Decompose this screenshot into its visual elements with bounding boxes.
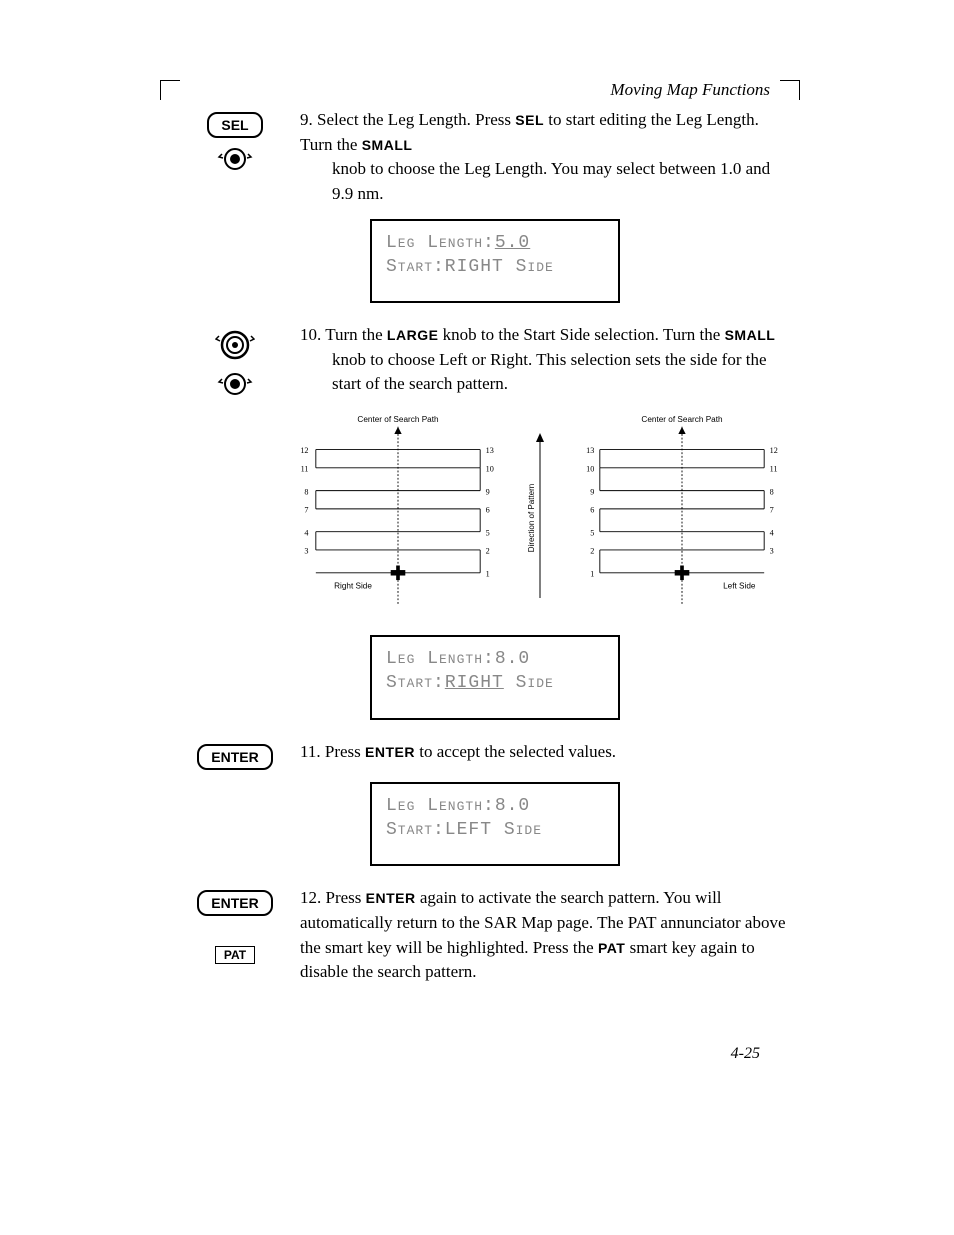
svg-text:4: 4 — [304, 529, 308, 538]
lcd-value: 5.0 — [495, 233, 530, 253]
step-12: ENTER PAT 12. Press ENTER again to activ… — [170, 886, 850, 985]
svg-text:9: 9 — [590, 487, 594, 496]
step-11-text: 11. Press ENTER to accept the selected v… — [300, 740, 850, 765]
direction-label-col: Direction of Pattern — [528, 413, 552, 623]
svg-text:10: 10 — [486, 465, 494, 474]
step-number: 10. — [300, 325, 321, 344]
text-fragment: Press — [325, 742, 365, 761]
text-fragment: Select the Leg Length. Press — [317, 110, 515, 129]
svg-text:9: 9 — [486, 487, 490, 496]
svg-text:5: 5 — [486, 529, 490, 538]
step-9: SEL 9. Select the Leg Length. Press SEL … — [170, 108, 850, 207]
lcd-line: Start:RIGHT Side — [386, 255, 604, 279]
step-10-icons — [170, 323, 300, 399]
svg-text:11: 11 — [770, 465, 778, 474]
lcd-line: Leg Length:5.0 — [386, 231, 604, 255]
svg-text:4: 4 — [770, 529, 774, 538]
key-ref: ENTER — [366, 890, 416, 906]
svg-text:7: 7 — [304, 506, 308, 515]
small-knob-icon — [217, 369, 253, 399]
step-11: ENTER 11. Press ENTER to accept the sele… — [170, 740, 850, 770]
lcd-value: RIGHT — [445, 673, 504, 693]
svg-text:7: 7 — [770, 506, 774, 515]
svg-text:1: 1 — [486, 570, 490, 579]
large-knob-icon — [215, 327, 255, 363]
text-fragment: knob to choose the Leg Length. You may s… — [300, 157, 790, 206]
step-12-icons: ENTER PAT — [170, 886, 300, 964]
svg-text:13: 13 — [486, 446, 494, 455]
page-number: 4-25 — [170, 1045, 850, 1063]
svg-text:1: 1 — [590, 570, 594, 579]
svg-text:Right Side: Right Side — [334, 581, 372, 590]
page-content: Moving Map Functions SEL 9. Select the L… — [170, 80, 850, 1063]
svg-text:Direction of Pattern: Direction of Pattern — [528, 484, 536, 552]
svg-text:3: 3 — [304, 547, 308, 556]
lcd-display-1: Leg Length:5.0 Start:RIGHT Side — [370, 219, 620, 304]
key-ref: SMALL — [362, 137, 413, 153]
key-ref: ENTER — [365, 744, 415, 760]
step-11-icons: ENTER — [170, 740, 300, 770]
left-side-pattern: Center of Search Path 13 10 9 6 5 2 1 12… — [572, 413, 792, 623]
text-fragment: knob to the Start Side selection. Turn t… — [438, 325, 724, 344]
svg-text:12: 12 — [300, 446, 308, 455]
step-12-text: 12. Press ENTER again to activate the se… — [300, 886, 850, 985]
lcd-line: Leg Length:8.0 — [386, 647, 604, 671]
svg-text:Center of Search Path: Center of Search Path — [641, 415, 723, 424]
diag-label: Center of Search Path — [357, 415, 439, 424]
text-fragment: Turn the — [325, 325, 387, 344]
text-fragment: Press — [326, 888, 366, 907]
key-ref: SEL — [515, 112, 544, 128]
svg-text:6: 6 — [590, 506, 594, 515]
key-ref: PAT — [598, 940, 625, 956]
lcd-text: Start: — [386, 673, 445, 693]
step-number: 11. — [300, 742, 321, 761]
svg-text:11: 11 — [301, 465, 309, 474]
page-header: Moving Map Functions — [170, 80, 850, 100]
lcd-display-2: Leg Length:8.0 Start:RIGHT Side — [370, 635, 620, 720]
small-knob-icon — [217, 144, 253, 174]
svg-text:12: 12 — [770, 446, 778, 455]
step-9-icons: SEL — [170, 108, 300, 174]
lcd-line: Start:LEFT Side — [386, 818, 604, 842]
lcd-line: Start:RIGHT Side — [386, 671, 604, 695]
svg-text:Left Side: Left Side — [723, 581, 756, 590]
step-10: 10. Turn the LARGE knob to the Start Sid… — [170, 323, 850, 399]
enter-button[interactable]: ENTER — [197, 890, 272, 916]
svg-text:8: 8 — [770, 487, 774, 496]
svg-text:3: 3 — [770, 547, 774, 556]
svg-text:10: 10 — [586, 465, 594, 474]
text-fragment: knob to choose Left or Right. This selec… — [300, 348, 790, 397]
enter-button[interactable]: ENTER — [197, 744, 272, 770]
text-fragment: to accept the selected values. — [415, 742, 616, 761]
svg-text:2: 2 — [486, 547, 490, 556]
sel-button[interactable]: SEL — [207, 112, 262, 138]
lcd-text: Side — [504, 673, 554, 693]
step-number: 9. — [300, 110, 313, 129]
key-ref: SMALL — [725, 327, 776, 343]
svg-text:2: 2 — [590, 547, 594, 556]
pat-button[interactable]: PAT — [215, 946, 255, 964]
lcd-text: Leg Length: — [386, 233, 495, 253]
svg-text:13: 13 — [586, 446, 594, 455]
step-number: 12. — [300, 888, 321, 907]
step-9-text: 9. Select the Leg Length. Press SEL to s… — [300, 108, 850, 207]
lcd-line: Leg Length:8.0 — [386, 794, 604, 818]
svg-text:5: 5 — [590, 529, 594, 538]
key-ref: LARGE — [387, 327, 439, 343]
svg-text:6: 6 — [486, 506, 490, 515]
right-side-pattern: Center of Search Path 12 11 8 7 4 3 13 1… — [288, 413, 508, 623]
svg-text:8: 8 — [304, 487, 308, 496]
search-pattern-diagram: Center of Search Path 12 11 8 7 4 3 13 1… — [170, 413, 850, 623]
step-10-text: 10. Turn the LARGE knob to the Start Sid… — [300, 323, 850, 397]
lcd-display-3: Leg Length:8.0 Start:LEFT Side — [370, 782, 620, 867]
